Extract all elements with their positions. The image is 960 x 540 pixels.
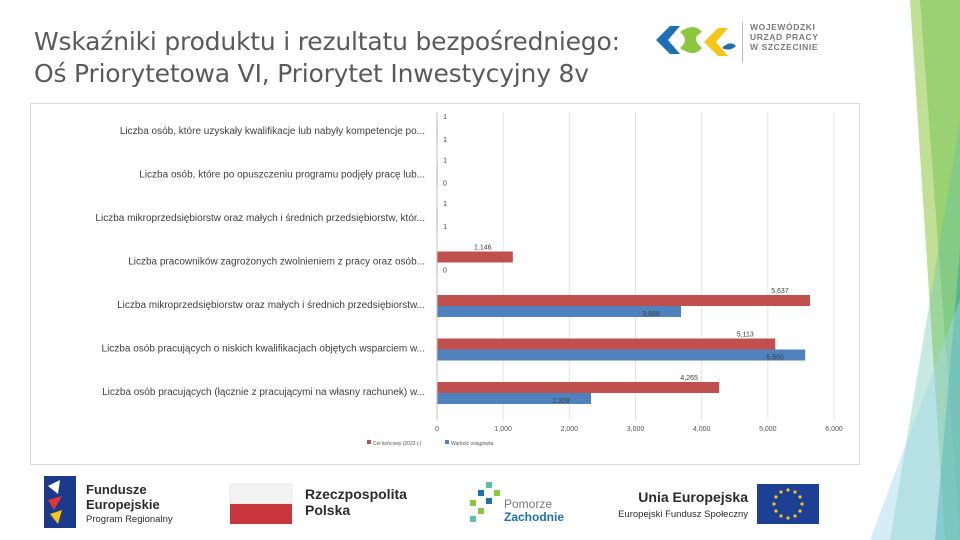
ue-logo-text: Unia Europejska Europejski Fundusz Społe…	[612, 488, 748, 524]
x-tick-label: 2,000	[561, 426, 579, 433]
logo-line-2: URZĄD PRACY	[750, 32, 819, 42]
bar-target	[437, 338, 776, 350]
data-label: 1	[443, 201, 447, 208]
data-label: 4,265	[680, 375, 698, 382]
title-line-1: Wskaźniki produktu i rezultatu bezpośred…	[34, 27, 620, 56]
fe-line-2: Europejskie	[86, 497, 160, 512]
fe-line-3: Program Regionalny	[86, 514, 173, 525]
footer-logos	[44, 476, 819, 528]
x-tick-label: 3,000	[627, 426, 645, 433]
bar-achieved	[437, 393, 592, 404]
category-label: Liczba osób, które uzyskały kwalifikacje…	[120, 126, 425, 137]
category-label: Liczba mikroprzedsiębiorstw oraz małych …	[117, 300, 425, 311]
legend-swatch	[367, 440, 371, 444]
fundusze-europejskie-logo-icon	[44, 476, 76, 528]
rp-line-2: Polska	[305, 502, 351, 518]
data-label: 1	[443, 158, 447, 165]
rp-logo-text: Rzeczpospolita Polska	[305, 486, 407, 518]
fe-logo-text: Fundusze Europejskie Program Regionalny	[86, 482, 173, 527]
data-label: 1	[443, 224, 447, 231]
wup-logo-icon	[656, 22, 743, 62]
ue-line-2: Europejski Fundusz Społeczny	[618, 509, 748, 520]
ue-line-1: Unia Europejska	[638, 489, 748, 505]
logo-line-1: WOJEWÓDZKI	[750, 22, 816, 32]
data-label: 1	[443, 137, 447, 144]
data-label: 0	[443, 268, 447, 275]
decorative-side-shapes	[870, 0, 960, 540]
data-label: 5,637	[771, 288, 789, 295]
bar-target	[437, 251, 513, 263]
eu-flag-icon	[757, 484, 819, 524]
logo-line-3: W SZCZECINIE	[750, 42, 819, 52]
data-label: 3,688	[642, 311, 660, 318]
pomorze-zachodnie-logo-icon	[470, 482, 500, 522]
data-label: 1,146	[474, 245, 492, 252]
bar-achieved	[437, 349, 806, 361]
x-tick-label: 0	[435, 426, 439, 433]
page-title: Wskaźniki produktu i rezultatu bezpośred…	[34, 26, 620, 90]
category-label: Liczba pracowników zagrożonych zwolnieni…	[128, 257, 425, 268]
data-label: 2,328	[552, 398, 570, 405]
data-label: 5,565	[766, 355, 784, 362]
pz-logo-text: Pomorze Zachodnie	[504, 498, 564, 524]
chart-frame	[30, 103, 860, 465]
legend-label: Cel końcowy (2023 r.)	[373, 441, 422, 447]
x-tick-label: 6,000	[825, 426, 843, 433]
category-label: Liczba osób pracujących (łącznie z pracu…	[102, 387, 425, 398]
category-label: Liczba osób, które po opuszczeniu progra…	[139, 170, 425, 181]
title-line-2: Oś Priorytetowa VI, Priorytet Inwestycyj…	[34, 59, 589, 88]
bar-target	[437, 295, 810, 306]
data-label: 5,113	[737, 332, 754, 339]
x-tick-label: 4,000	[693, 426, 711, 433]
fe-line-1: Fundusze	[86, 482, 147, 497]
poland-flag-icon	[229, 483, 293, 524]
x-tick-label: 5,000	[759, 426, 777, 433]
legend-swatch	[445, 440, 449, 444]
wup-logo-text: WOJEWÓDZKI URZĄD PRACY W SZCZECINIE	[750, 22, 818, 52]
data-label: 0	[443, 181, 447, 188]
pz-line-1: Pomorze	[504, 497, 553, 511]
category-label: Liczba osób pracujących o niskich kwalif…	[102, 344, 425, 355]
category-label: Liczba mikroprzedsiębiorstw oraz małych …	[95, 213, 425, 224]
x-tick-label: 1,000	[494, 426, 512, 433]
pz-line-2: Zachodnie	[504, 510, 565, 524]
data-label: 1	[443, 114, 447, 121]
bar-target	[437, 382, 720, 393]
legend-label: Wartość osiągnięta	[451, 441, 494, 447]
rp-line-1: Rzeczpospolita	[305, 486, 407, 502]
bar-achieved	[437, 306, 682, 317]
